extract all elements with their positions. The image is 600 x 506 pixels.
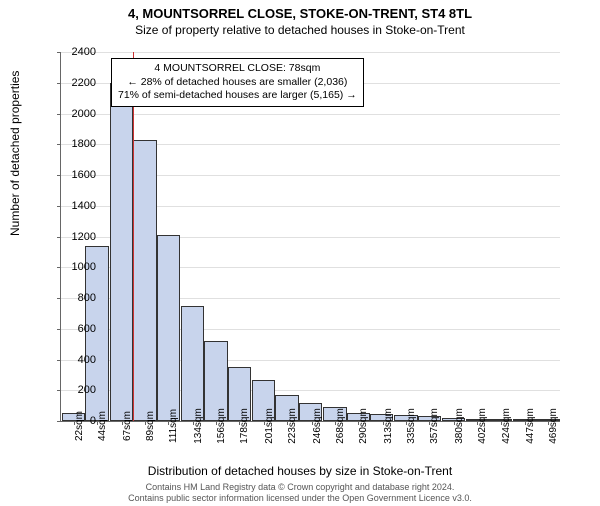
chart-title-main: 4, MOUNTSORREL CLOSE, STOKE-ON-TRENT, ST…: [0, 6, 600, 21]
chart-title-sub: Size of property relative to detached ho…: [0, 23, 600, 37]
attribution-text: Contains HM Land Registry data © Crown c…: [0, 482, 600, 504]
ytick-label: 1800: [56, 138, 96, 150]
xtick-label: 156sqm: [216, 408, 227, 444]
xtick-label: 246sqm: [312, 408, 323, 444]
histogram-bar: [157, 235, 180, 421]
xtick-label: 223sqm: [287, 408, 298, 444]
ytick-label: 2000: [56, 108, 96, 120]
histogram-bar: [110, 83, 133, 421]
reference-line: [133, 52, 134, 421]
annotation-line1: 4 MOUNTSORREL CLOSE: 78sqm: [154, 62, 320, 74]
xtick-label: 134sqm: [193, 408, 204, 444]
ytick-label: 2400: [56, 46, 96, 58]
histogram-plot: 22sqm44sqm67sqm89sqm111sqm134sqm156sqm17…: [60, 52, 560, 422]
ytick-label: 1600: [56, 169, 96, 181]
xtick-label: 469sqm: [548, 408, 559, 444]
xtick-label: 313sqm: [383, 408, 394, 444]
xtick-label: 201sqm: [264, 408, 275, 444]
xtick-label: 402sqm: [477, 408, 488, 444]
ytick-label: 2200: [56, 77, 96, 89]
xtick-label: 268sqm: [335, 408, 346, 444]
xtick-label: 290sqm: [358, 408, 369, 444]
attribution-line1: Contains HM Land Registry data © Crown c…: [146, 482, 455, 492]
xtick-label: 357sqm: [429, 408, 440, 444]
annotation-line3: 71% of semi-detached houses are larger (…: [118, 89, 357, 101]
grid-line: [61, 52, 560, 53]
ytick-label: 200: [56, 384, 96, 396]
xtick-label: 44sqm: [97, 411, 108, 441]
xtick-label: 380sqm: [454, 408, 465, 444]
xtick-label: 424sqm: [501, 408, 512, 444]
xtick-label: 447sqm: [525, 408, 536, 444]
xtick-label: 89sqm: [145, 411, 156, 441]
grid-line: [61, 114, 560, 115]
attribution-line2: Contains public sector information licen…: [128, 493, 472, 503]
histogram-bar: [181, 306, 204, 421]
ytick-label: 800: [56, 292, 96, 304]
xaxis-title: Distribution of detached houses by size …: [0, 464, 600, 478]
ytick-label: 0: [56, 415, 96, 427]
histogram-bar: [133, 140, 156, 421]
xtick-label: 335sqm: [406, 408, 417, 444]
xtick-label: 67sqm: [122, 411, 133, 441]
annotation-line2: ← 28% of detached houses are smaller (2,…: [127, 76, 347, 88]
ytick-label: 1400: [56, 200, 96, 212]
xtick-label: 178sqm: [239, 408, 250, 444]
ytick-label: 600: [56, 323, 96, 335]
ytick-label: 1000: [56, 261, 96, 273]
yaxis-title: Number of detached properties: [8, 71, 22, 236]
ytick-label: 1200: [56, 231, 96, 243]
annotation-box: 4 MOUNTSORREL CLOSE: 78sqm ← 28% of detac…: [111, 58, 364, 107]
ytick-label: 400: [56, 354, 96, 366]
xtick-label: 111sqm: [168, 409, 179, 443]
